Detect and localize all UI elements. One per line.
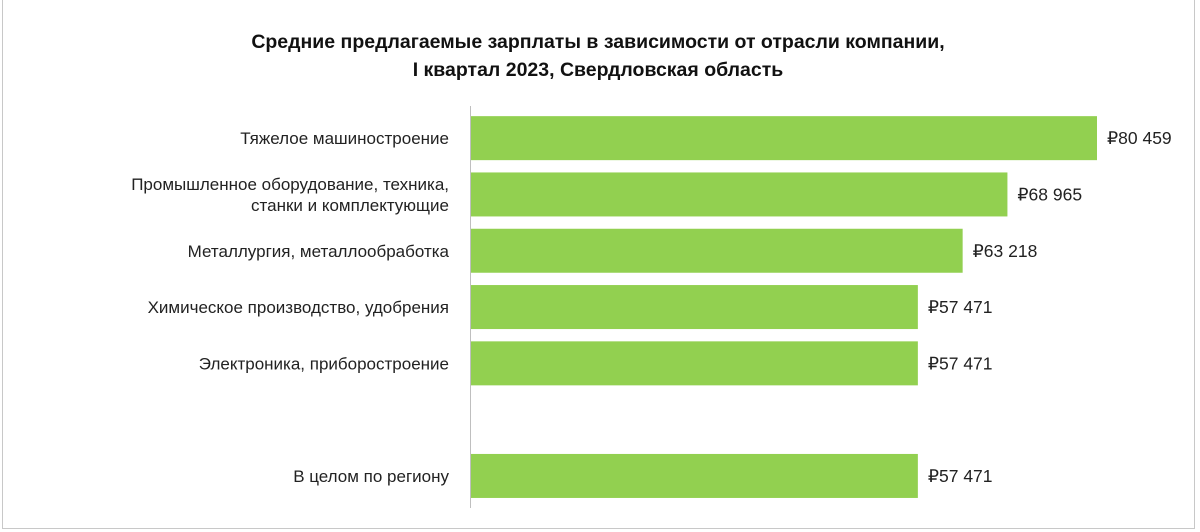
bar <box>470 285 918 330</box>
bar <box>470 172 1008 217</box>
category-label: станки и комплектующие <box>251 196 449 215</box>
category-label: Металлургия, металлообработка <box>188 242 450 261</box>
data-label: ₽80 459 <box>1107 128 1172 148</box>
data-label: ₽57 471 <box>928 297 993 317</box>
data-label: ₽63 218 <box>973 241 1038 261</box>
data-label: ₽57 471 <box>928 466 993 486</box>
category-label: В целом по региону <box>293 467 449 486</box>
category-label: Электроника, приборостроение <box>199 354 449 373</box>
bar <box>470 228 963 273</box>
category-label: Тяжелое машиностроение <box>240 129 449 148</box>
bar <box>470 453 918 498</box>
chart-title-line-1: Средние предлагаемые зарплаты в зависимо… <box>251 31 944 53</box>
bar <box>470 116 1097 161</box>
chart-title-line-2: I квартал 2023, Свердловская область <box>413 59 784 81</box>
bar <box>470 341 918 386</box>
data-label: ₽57 471 <box>928 353 993 373</box>
data-label: ₽68 965 <box>1017 184 1082 204</box>
category-label: Промышленное оборудование, техника, <box>131 175 449 194</box>
category-label: Химическое производство, удобрения <box>148 298 449 317</box>
